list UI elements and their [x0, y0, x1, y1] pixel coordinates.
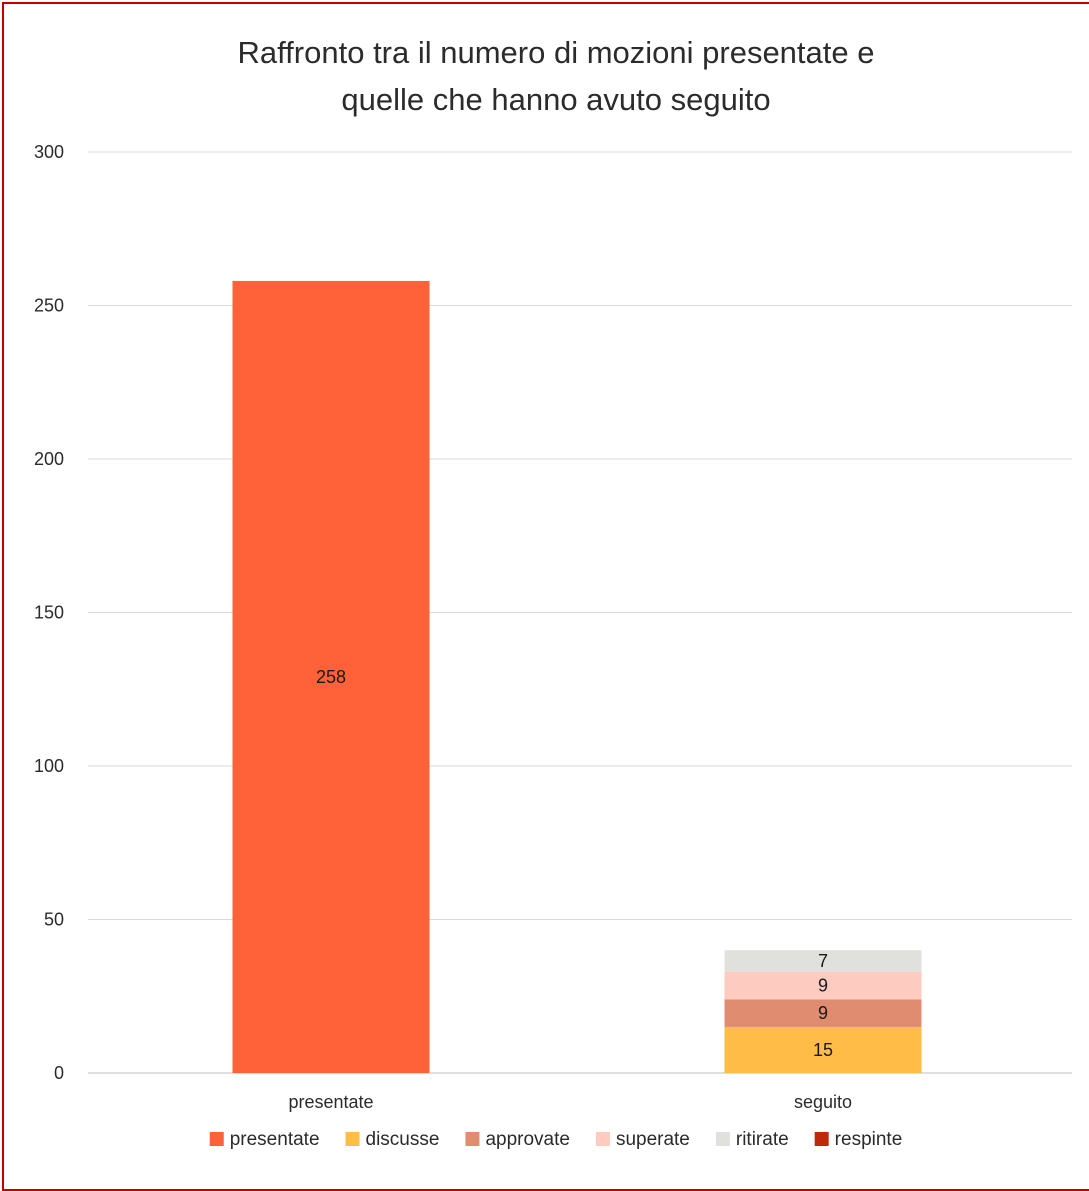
bar-seguito-superate [724, 971, 922, 1000]
bar-presentate-presentate [232, 280, 430, 1073]
data-label-seguito-superate: 9 [818, 976, 828, 996]
legend-swatch-discusse [345, 1132, 360, 1146]
legend-swatch-ritirate [715, 1132, 730, 1146]
y-axis-ticks: 0 50 100 150 200 250 300 [34, 142, 64, 1083]
legend-label-approvate: approvate [485, 1129, 570, 1150]
legend: presentate discusse approvate superate ritir… [209, 1129, 903, 1150]
y-tick-label-100: 100 [34, 756, 64, 776]
bars [232, 280, 922, 1073]
data-label-presentate-presentate: 258 [316, 667, 346, 687]
y-tick-label-50: 50 [44, 910, 64, 930]
y-tick-label-250: 250 [34, 296, 64, 316]
data-label-seguito-ritirate: 7 [818, 951, 828, 971]
data-labels: 258 15 9 9 7 [316, 667, 833, 1060]
y-tick-label-0: 0 [54, 1063, 64, 1083]
y-tick-label-300: 300 [34, 142, 64, 162]
x-axis-categories: presentate seguito [288, 1092, 852, 1112]
legend-swatch-presentate [209, 1132, 224, 1146]
legend-label-superate: superate [616, 1129, 690, 1150]
bar-seguito-discusse [724, 1026, 922, 1073]
legend-label-discusse: discusse [366, 1129, 440, 1150]
y-tick-label-150: 150 [34, 603, 64, 623]
legend-label-respinte: respinte [835, 1129, 903, 1150]
y-tick-label-200: 200 [34, 449, 64, 469]
legend-swatch-approvate [465, 1132, 480, 1146]
data-label-seguito-approvate: 9 [818, 1003, 828, 1023]
x-category-label-seguito: seguito [794, 1092, 852, 1112]
chart-title-line-1: Raffronto tra il numero di mozioni prese… [238, 35, 875, 70]
chart-title-line-2: quelle che hanno avuto seguito [341, 82, 770, 117]
legend-swatch-superate [595, 1132, 610, 1146]
bar-seguito-approvate [724, 999, 922, 1027]
legend-swatch-respinte [814, 1132, 829, 1146]
data-label-seguito-discusse: 15 [813, 1040, 833, 1060]
x-category-label-presentate: presentate [288, 1092, 373, 1112]
legend-label-presentate: presentate [230, 1129, 320, 1150]
bar-seguito-ritirate [724, 950, 922, 972]
legend-label-ritirate: ritirate [736, 1129, 789, 1150]
